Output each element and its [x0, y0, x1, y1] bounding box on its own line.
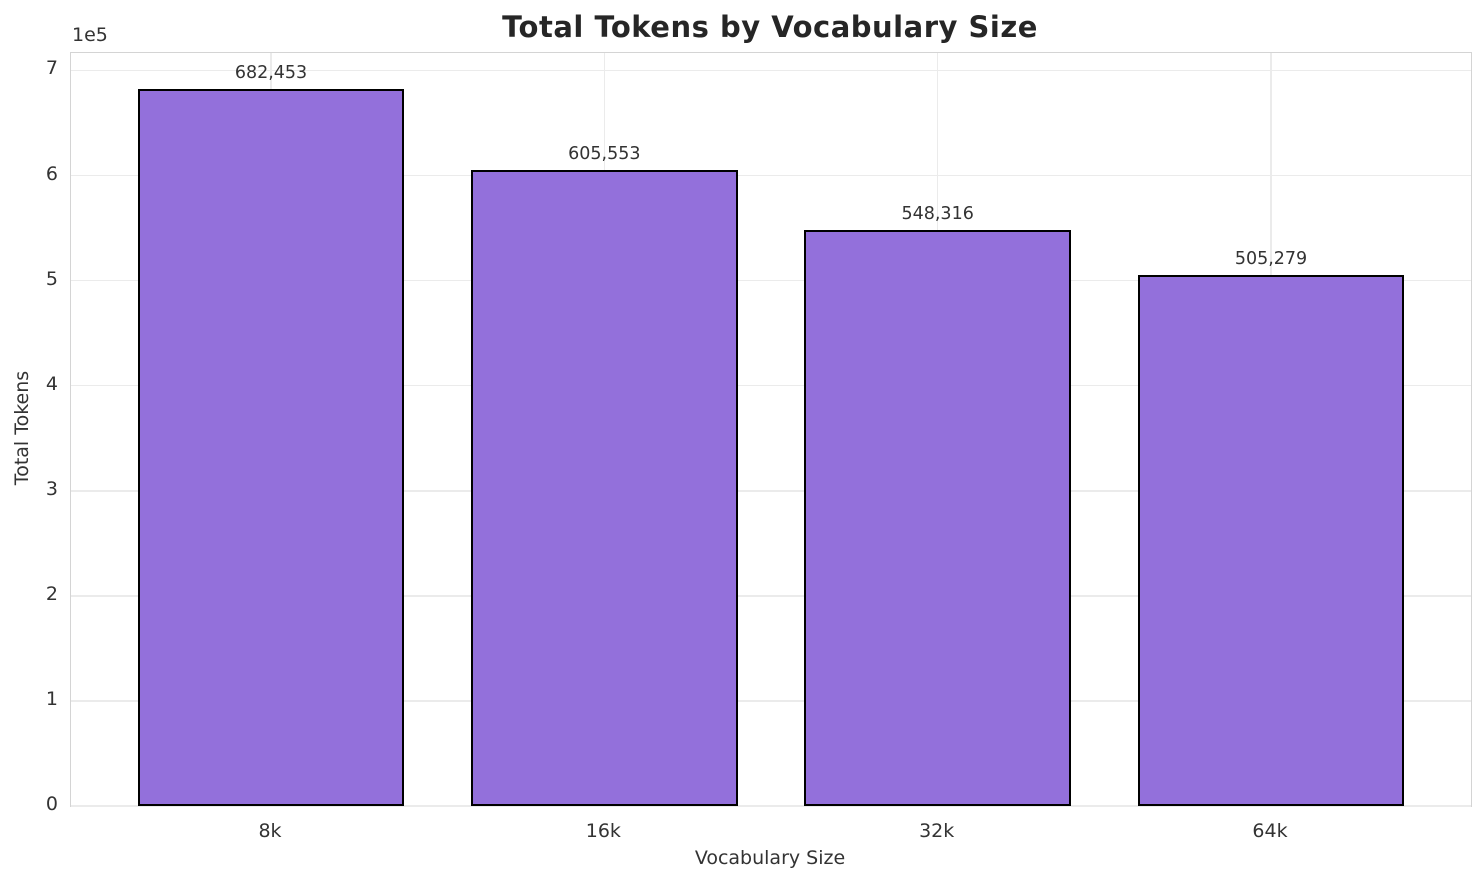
x-axis-label: Vocabulary Size [694, 847, 846, 869]
x-tick-32k: 32k [919, 820, 955, 842]
gridline-y-5 [71, 279, 1471, 282]
gridline-y-0 [71, 805, 1471, 807]
chart-title: Total Tokens by Vocabulary Size [502, 10, 1038, 44]
bar-8k [137, 88, 405, 806]
plot-area: 682,453 605,553 548,316 505,279 [70, 52, 1472, 807]
y-tick-1: 1 [45, 687, 58, 710]
y-tick-5: 5 [45, 267, 58, 290]
gridline-y-7 [71, 69, 1471, 72]
bar-64k [1137, 275, 1405, 806]
bar-value-label-32k: 548,316 [901, 203, 974, 224]
y-axis-offset-label: 1e5 [72, 24, 108, 46]
y-tick-3: 3 [45, 477, 58, 500]
x-tick-64k: 64k [1252, 820, 1288, 842]
bar-32k [804, 229, 1071, 806]
y-tick-2: 2 [45, 582, 58, 605]
gridline-y-1 [71, 700, 1471, 702]
x-tick-8k: 8k [258, 820, 282, 842]
gridline-y-3 [71, 490, 1471, 492]
bar-value-label-64k: 505,279 [1234, 249, 1308, 270]
gridline-y-2 [71, 595, 1471, 597]
bar-value-label-8k: 682,453 [234, 62, 308, 83]
bar-value-label-16k: 605,553 [568, 143, 641, 164]
y-tick-0: 0 [45, 793, 58, 815]
x-tick-16k: 16k [585, 820, 621, 842]
bar-16k [471, 169, 738, 806]
gridline-y-4 [71, 384, 1471, 387]
y-tick-7: 7 [45, 57, 58, 80]
y-tick-4: 4 [45, 372, 58, 395]
gridline-y-6 [71, 174, 1471, 177]
y-tick-6: 6 [45, 162, 58, 185]
